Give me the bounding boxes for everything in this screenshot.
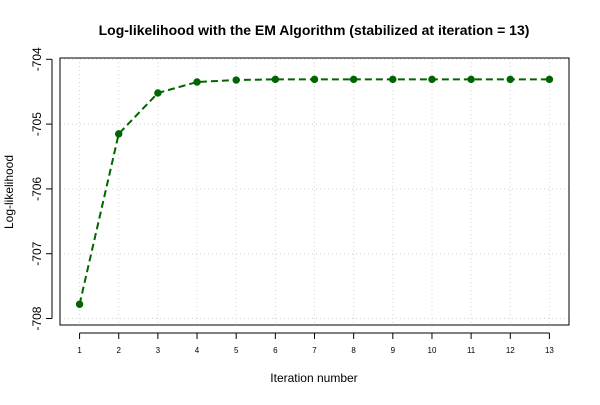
data-point [115, 130, 123, 138]
x-tick-label: 13 [545, 346, 554, 355]
x-tick-label: 9 [391, 346, 396, 355]
data-point [75, 300, 84, 308]
x-tick-label: 12 [506, 346, 515, 355]
x-tick-label: 4 [195, 346, 200, 355]
y-tick-label: -707 [30, 241, 44, 265]
data-point [545, 75, 554, 84]
x-tick-label: 5 [234, 346, 239, 355]
x-tick-label: 8 [351, 346, 356, 355]
y-tick-label: -705 [30, 112, 44, 136]
y-axis: -708 -707 -706 -705 -704 [30, 47, 53, 331]
x-tick-label: 7 [312, 346, 317, 355]
data-point [349, 75, 358, 84]
plot-frame [59, 57, 570, 326]
x-tick-label: 10 [428, 346, 437, 355]
x-tick-label: 6 [273, 346, 278, 355]
data-point [467, 75, 475, 84]
x-tick-label: 2 [117, 346, 122, 355]
x-axis: 1 2 3 4 5 6 7 8 9 10 11 12 13 [77, 332, 554, 355]
data-point [154, 89, 162, 97]
data-point [271, 75, 280, 84]
y-tick-label: -708 [30, 306, 44, 330]
x-axis-label: Iteration number [270, 371, 357, 385]
data-point [389, 75, 397, 84]
data-point [193, 78, 201, 86]
data-point [310, 75, 319, 84]
grid [60, 58, 569, 325]
x-tick-label: 11 [467, 346, 476, 355]
x-tick-label: 3 [156, 346, 161, 355]
x-tick-label: 1 [77, 346, 82, 355]
chart-title: Log-likelihood with the EM Algorithm (st… [99, 22, 530, 38]
y-tick-label: -704 [30, 47, 44, 71]
data-point [428, 75, 436, 84]
y-tick-label: -706 [30, 177, 44, 201]
data-point [506, 75, 514, 84]
data-point [232, 76, 240, 84]
y-axis-label: Log-likelihood [2, 155, 16, 229]
series-layer [75, 75, 554, 308]
